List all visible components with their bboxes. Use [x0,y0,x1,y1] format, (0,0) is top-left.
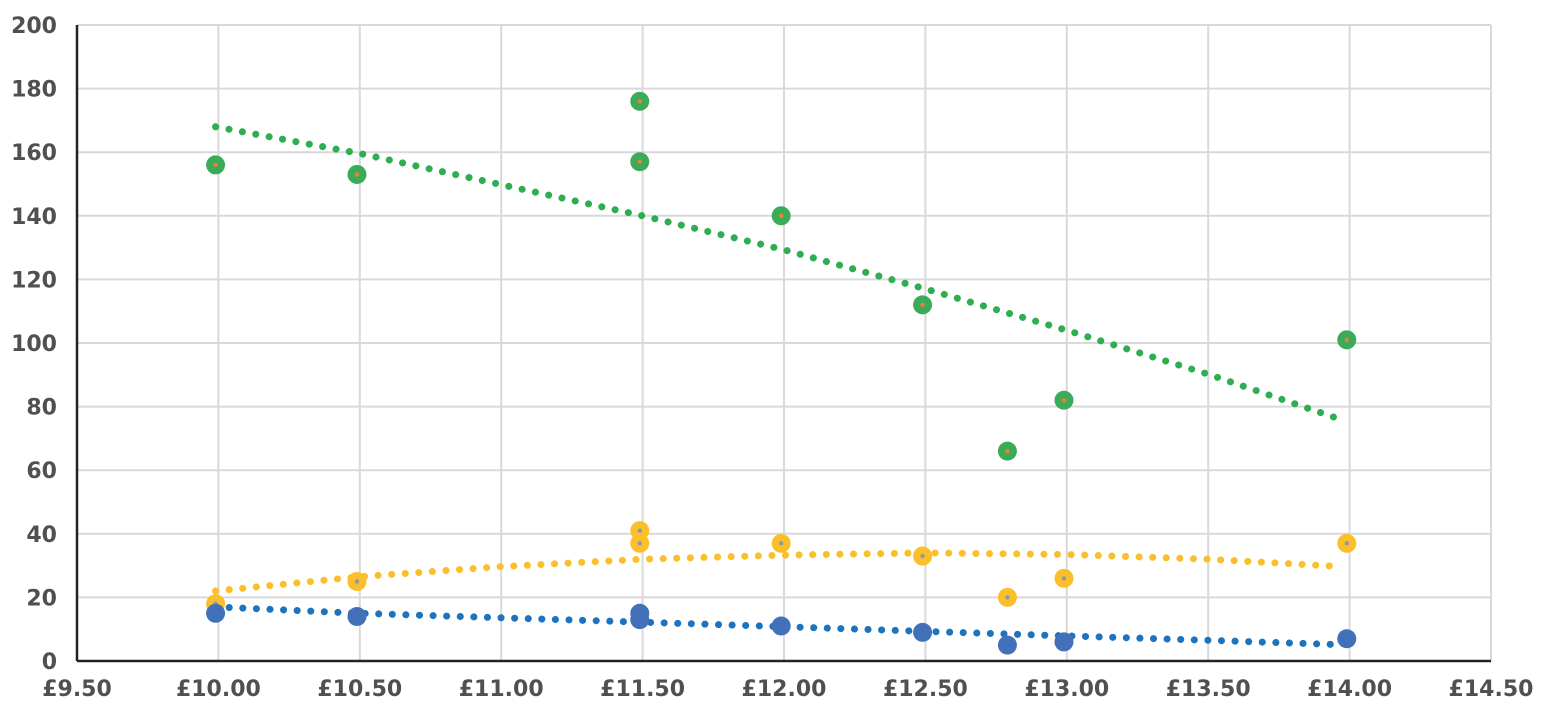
data-point-center-1 [778,541,784,546]
x-tick-label: £12.50 [883,677,968,702]
data-point-center-0 [1005,448,1010,454]
data-point-center-2 [1005,642,1010,648]
data-point-center-1 [637,528,642,533]
x-tick-label: £11.50 [600,677,685,702]
x-tick-label: £12.00 [742,677,827,702]
y-tick-label: 100 [11,332,57,357]
data-point-center-0 [354,172,360,177]
y-tick-label: 140 [11,205,57,230]
data-point-center-2 [1061,639,1067,645]
y-tick-label: 40 [26,523,57,548]
x-tick-label: £13.50 [1166,677,1251,702]
y-tick-label: 160 [11,141,57,166]
x-tick-label: £10.50 [317,677,402,702]
data-point-center-2 [354,614,360,619]
data-point-center-0 [1061,398,1067,403]
y-tick-label: 120 [11,268,57,293]
x-tick-label: £14.00 [1307,677,1392,702]
data-point-center-0 [213,162,218,168]
y-tick-label: 180 [11,78,57,103]
y-tick-label: 200 [11,14,57,39]
data-point-center-2 [920,630,925,635]
x-tick-label: £14.50 [1449,677,1534,702]
data-point-center-2 [778,623,784,629]
data-point-center-1 [637,541,642,546]
data-point-center-0 [637,99,642,104]
data-point-center-0 [920,302,925,308]
trendline-0 [212,123,1339,422]
data-point-center-1 [354,579,360,584]
y-tick-label: 0 [42,650,57,675]
x-tick-label: £13.00 [1024,677,1109,702]
x-tick-label: £11.00 [459,677,544,702]
x-tick-label: £10.00 [176,677,261,702]
y-tick-label: 60 [26,459,57,484]
data-point-center-1 [1344,541,1349,546]
trendline-1 [212,549,1339,595]
x-tick-label: £9.50 [42,677,112,702]
data-point-center-1 [920,553,925,559]
data-point-center-1 [1005,595,1010,600]
data-point-center-2 [1344,636,1349,641]
data-point-center-2 [213,611,218,616]
y-tick-label: 20 [26,586,57,611]
data-point-center-1 [1061,576,1067,581]
y-tick-label: 80 [26,396,57,421]
data-point-center-0 [637,159,642,164]
data-point-center-0 [778,213,784,218]
data-point-center-2 [637,617,642,622]
data-point-center-0 [1344,337,1349,343]
